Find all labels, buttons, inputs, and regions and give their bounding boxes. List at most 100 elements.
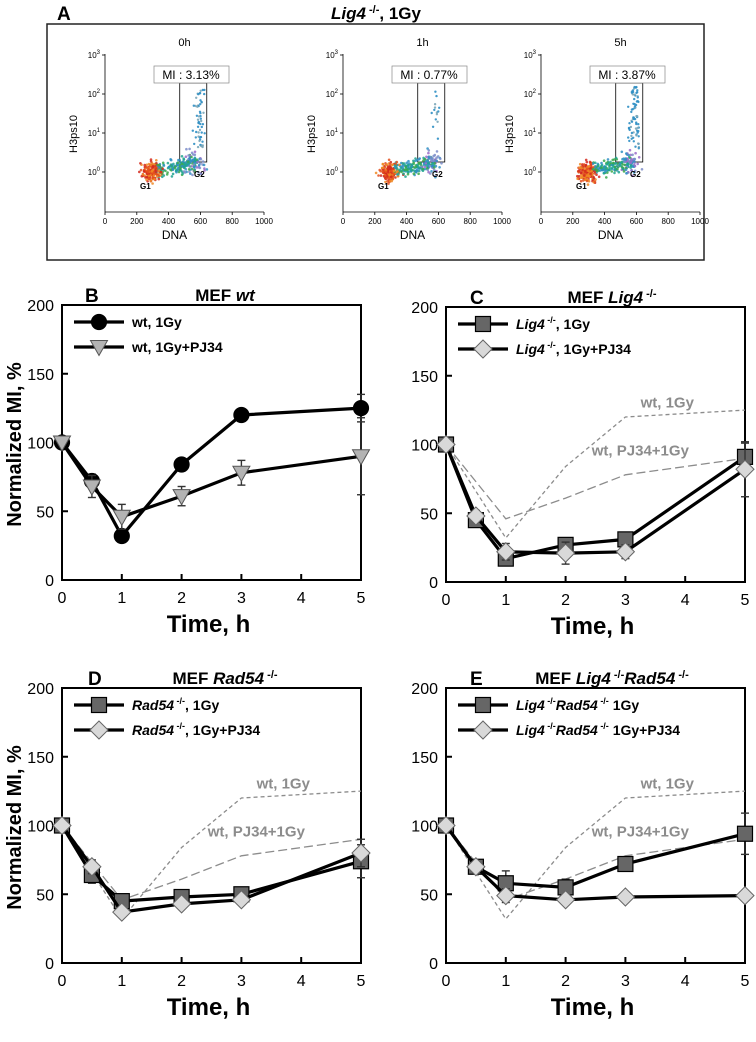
flow-dot	[430, 170, 433, 173]
flow-dot	[427, 151, 430, 155]
flow-dot	[203, 167, 206, 170]
flow-dot	[193, 169, 196, 172]
flow-dot	[174, 165, 177, 168]
flow-x-tick-label: 1000	[493, 217, 511, 226]
flow-dot	[431, 157, 434, 160]
flow-y-label: H3ps10	[306, 115, 318, 153]
flow-x-tick-label: 1000	[691, 217, 709, 226]
flow-dot	[179, 169, 183, 172]
flow-dot-mitotic	[632, 102, 635, 106]
flow-dot	[155, 172, 158, 176]
reference-line-label: wt, PJ34+1Gy	[207, 824, 306, 841]
flow-dot	[604, 167, 607, 171]
chart-title: MEF Rad54 -/-	[172, 669, 277, 688]
flow-dot-mitotic	[199, 99, 202, 102]
flow-dot	[621, 163, 624, 166]
flow-dot	[389, 175, 393, 178]
mi-label-box	[391, 65, 468, 84]
flow-dot	[629, 166, 632, 169]
flow-x-tick-label: 200	[566, 217, 580, 226]
flow-dot	[417, 158, 421, 161]
flow-dot	[188, 170, 191, 173]
flow-dot	[188, 165, 191, 168]
flow-dot	[633, 164, 637, 168]
data-point	[555, 543, 576, 563]
flow-dot	[162, 164, 166, 167]
flow-dot	[202, 163, 206, 167]
flow-dot	[435, 156, 438, 159]
g2-label: G2	[432, 170, 443, 179]
flow-dot-mitotic	[192, 104, 195, 107]
flow-dot	[621, 167, 624, 171]
flow-x-tick-label: 600	[630, 217, 644, 226]
flow-dot-mitotic	[199, 89, 202, 93]
flow-dot	[597, 163, 600, 167]
flow-dot	[419, 167, 422, 170]
flow-dot	[400, 170, 403, 174]
flow-dot	[203, 169, 206, 172]
flow-dot	[388, 162, 392, 166]
flow-dot	[387, 182, 390, 185]
flow-dot	[161, 161, 165, 165]
flow-dot	[620, 160, 624, 164]
flow-dot-mitotic	[195, 114, 199, 118]
chart-title: MEF wt	[195, 286, 256, 305]
flow-dot	[147, 174, 151, 178]
flow-dot	[640, 168, 644, 171]
series-2	[52, 417, 371, 530]
series-2	[52, 815, 371, 922]
flow-dot-mitotic	[203, 132, 206, 135]
y-tick-label: 0	[45, 956, 54, 973]
x-tick-label: 3	[621, 973, 630, 990]
data-point	[555, 890, 576, 910]
flow-dot	[391, 167, 395, 170]
flow-dot	[149, 160, 153, 163]
x-tick-label: 1	[501, 592, 510, 609]
flow-dot	[398, 163, 401, 167]
flow-dot	[606, 158, 610, 161]
flow-dot	[406, 168, 409, 171]
x-tick-label: 1	[501, 973, 510, 990]
flow-dot	[191, 173, 194, 177]
mi-gate	[417, 82, 446, 163]
flow-dot	[176, 161, 180, 164]
flow-x-tick-label: 400	[598, 217, 612, 226]
chart-title: MEF Lig4 -/-Rad54 -/-	[535, 669, 689, 688]
flow-dot	[146, 171, 150, 174]
flow-dot	[388, 179, 392, 183]
flow-dot	[381, 162, 385, 166]
flow-dot	[426, 147, 429, 150]
flow-dot-mitotic	[193, 142, 196, 146]
flow-dot-mitotic	[201, 88, 204, 92]
y-tick-label: 100	[27, 436, 54, 453]
flow-dot-mitotic	[635, 129, 639, 132]
flow-dot	[417, 161, 421, 165]
flow-dot	[633, 169, 637, 173]
mi-label-box	[589, 65, 666, 84]
reference-line	[445, 409, 746, 540]
x-tick-label: 5	[741, 592, 750, 609]
flow-dot	[417, 172, 420, 176]
flow-dot	[187, 168, 191, 171]
flow-dot-mitotic	[199, 103, 202, 106]
flow-dot-mitotic	[197, 121, 200, 125]
flow-dot	[613, 158, 616, 161]
flow-dot	[181, 172, 184, 175]
flow-dot	[431, 164, 434, 168]
flow-dot	[186, 162, 189, 166]
flow-dot	[196, 160, 199, 163]
flow-dot	[143, 163, 146, 167]
flow-dot	[193, 165, 196, 169]
flow-dot	[607, 161, 610, 164]
data-point	[52, 435, 72, 453]
flow-dot	[621, 157, 624, 161]
flow-dot-mitotic	[431, 125, 435, 128]
flow-dot	[142, 170, 146, 173]
flow-dot	[427, 149, 431, 152]
mi-gate	[179, 82, 208, 163]
reference-line-label: wt, 1Gy	[640, 775, 695, 792]
flow-dot	[184, 155, 188, 158]
series-1	[53, 393, 370, 545]
legend-label: Lig4 -/-, 1Gy	[516, 315, 590, 332]
